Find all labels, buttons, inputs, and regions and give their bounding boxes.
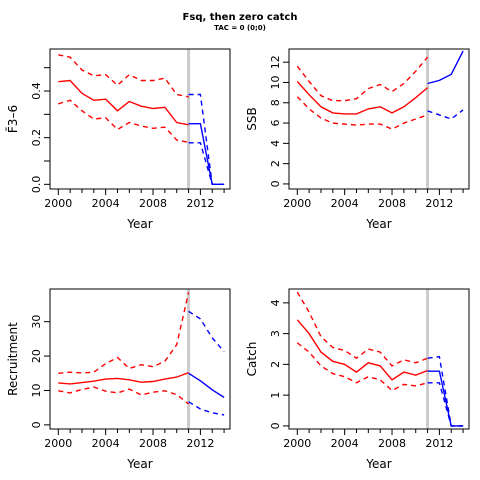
y-tick-label: 10	[269, 75, 282, 89]
series-line-historic-ci-3	[296, 342, 428, 392]
series-line-projection-ci-6	[188, 142, 225, 186]
chart-panel-2: 2000 2004 2008 2012 0 2 4 6 8 10 12 Year SSB	[245, 48, 470, 231]
series-line-historic-ci-3	[58, 386, 190, 405]
series-line-historic-median-1	[296, 81, 429, 115]
x-tick-label: 2000	[44, 197, 72, 210]
y-tick-label: 6	[269, 120, 282, 127]
x-tick-label: 2008	[378, 437, 406, 450]
y-tick-label: 30	[30, 315, 43, 329]
y-tick-label: 4	[269, 140, 282, 147]
x-tick-label: 2004	[92, 197, 120, 210]
plot-frame	[49, 48, 231, 190]
figure-subtitle: TAC = 0 (0;0)	[214, 24, 266, 32]
series-line-historic-median-1	[296, 319, 428, 381]
x-tick-label: 2004	[331, 437, 359, 450]
series-line-projection-median-4	[427, 50, 464, 85]
y-tick-label: 0	[30, 421, 43, 428]
x-tick-label: 2012	[425, 197, 453, 210]
x-axis-title: Year	[126, 217, 152, 231]
series-line-projection-ci-6	[188, 401, 225, 416]
plot-frame	[288, 288, 470, 430]
y-tick-label: 2	[269, 160, 282, 167]
series-line-historic-median-1	[58, 371, 189, 385]
y-tick-label: 0	[269, 422, 282, 429]
y-tick-label: 12	[269, 55, 282, 69]
series-line-projection-median-4	[188, 122, 225, 186]
y-axis-title: SSB	[245, 107, 259, 130]
x-axis-title: Year	[365, 217, 391, 231]
x-tick-label: 2000	[44, 437, 72, 450]
x-tick-label: 2000	[283, 437, 311, 450]
y-tick-label: 2	[269, 361, 282, 368]
y-axis-title: F̄3–6	[6, 105, 20, 133]
x-tick-label: 2008	[139, 437, 167, 450]
series-line-historic-ci-2	[296, 291, 428, 367]
y-tick-label: 8	[269, 99, 282, 106]
x-tick-label: 2008	[378, 197, 406, 210]
x-tick-label: 2012	[186, 197, 214, 210]
series-line-projection-ci-5	[188, 310, 225, 353]
series-line-projection-median-4	[427, 370, 464, 427]
x-tick-label: 2004	[331, 197, 359, 210]
chart-panel-1: 2000 2004 2008 2012 0.0 0.2 0.4 Year F̄3–6	[6, 48, 231, 231]
series-line-historic-ci-3	[296, 96, 428, 130]
y-tick-label: 1	[269, 392, 282, 399]
y-tick-label: 0.2	[30, 129, 43, 147]
y-tick-label: 0.0	[30, 176, 43, 194]
series-line-projection-ci-6	[427, 382, 464, 427]
figure-title: Fsq, then zero catch	[183, 12, 298, 23]
y-tick-label: 20	[30, 349, 43, 363]
plot-frame	[288, 48, 470, 190]
x-tick-label: 2012	[425, 437, 453, 450]
x-tick-label: 2012	[186, 437, 214, 450]
y-tick-label: 3	[269, 330, 282, 337]
series-line-historic-ci-2	[296, 56, 429, 102]
plot-frame	[49, 288, 231, 430]
x-tick-label: 2004	[92, 437, 120, 450]
y-tick-label: 4	[269, 299, 282, 306]
series-line-projection-ci-5	[427, 355, 464, 427]
x-tick-label: 2000	[283, 197, 311, 210]
y-axis-title: Catch	[245, 342, 259, 377]
series-line-projection-ci-5	[188, 93, 225, 186]
x-axis-title: Year	[126, 457, 152, 471]
y-tick-label: 0	[269, 180, 282, 187]
series-line-historic-median-1	[58, 79, 189, 126]
x-tick-label: 2008	[139, 197, 167, 210]
y-tick-label: 0.4	[30, 82, 43, 100]
y-axis-title: Recruitment	[6, 322, 20, 396]
series-line-projection-ci-5	[427, 109, 464, 120]
series-line-historic-ci-2	[58, 292, 190, 374]
series-line-projection-median-4	[188, 372, 225, 398]
chart-panel-3: 2000 2004 2008 2012 0 10 20 30 Year Recruitment	[6, 288, 231, 471]
series-line-historic-ci-2	[58, 54, 189, 98]
y-tick-label: 10	[30, 383, 43, 397]
x-axis-title: Year	[365, 457, 391, 471]
